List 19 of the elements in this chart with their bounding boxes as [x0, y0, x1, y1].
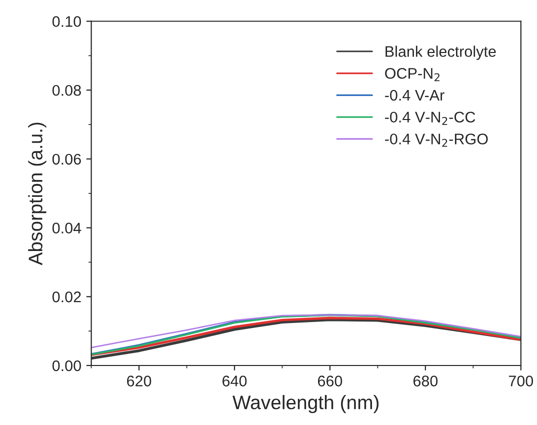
legend-label: -0.4 V-N$_{2}$-CC [385, 112, 476, 125]
y-tick-label: 0.02 [52, 292, 81, 302]
x-tick-label: 620 [127, 376, 152, 386]
x-tick-label: 640 [222, 376, 247, 386]
y-tick-label: 0.04 [52, 222, 82, 234]
y-tick-label: 0.00 [52, 360, 81, 372]
x-axis-title: Wavelength (nm) [232, 395, 379, 414]
x-tick-label: 660 [318, 376, 342, 386]
y-tick-label: 0.10 [52, 16, 81, 27]
y-tick-label: 0.08 [52, 84, 81, 96]
legend-label: OCP-N$_{2}$ [385, 68, 440, 82]
y-axis-title: Absorption (a.u.) [28, 122, 46, 266]
x-tick-label: 700 [508, 376, 534, 386]
line-series [91, 314, 521, 348]
y-tick-label: 0.06 [52, 154, 81, 165]
legend-label: -0.4 V-Ar [385, 90, 444, 101]
legend-label: Blank electrolyte [386, 46, 496, 60]
legend-label: -0.4 V-N$_{2}$-RGO [385, 134, 488, 147]
x-tick-label: 680 [413, 376, 438, 386]
